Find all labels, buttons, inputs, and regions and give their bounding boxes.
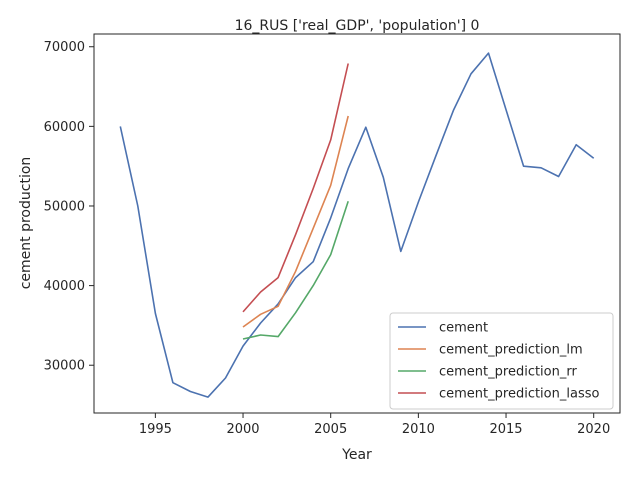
chart-title: 16_RUS ['real_GDP', 'population'] 0 bbox=[235, 18, 480, 34]
x-axis-label: Year bbox=[341, 447, 372, 463]
legend-label: cement_prediction_rr bbox=[439, 365, 577, 380]
legend-label: cement_prediction_lasso bbox=[439, 387, 599, 402]
x-tick-label: 2020 bbox=[577, 422, 610, 437]
x-axis: 1995 2000 2005 2010 2015 2020 bbox=[139, 413, 610, 437]
y-axis: 30000 40000 50000 60000 70000 bbox=[44, 40, 94, 374]
series-line-cement bbox=[119, 52, 595, 398]
series-line-cement-prediction-lasso bbox=[242, 63, 349, 313]
y-tick-label: 50000 bbox=[44, 199, 85, 214]
y-tick-label: 70000 bbox=[44, 40, 85, 55]
y-tick-label: 30000 bbox=[44, 359, 85, 374]
legend-box bbox=[389, 312, 614, 410]
y-tick-label: 40000 bbox=[44, 279, 85, 294]
x-tick-label: 2005 bbox=[314, 422, 347, 437]
legend-label: cement bbox=[439, 321, 488, 336]
series-lines bbox=[119, 52, 595, 398]
legend-label: cement_prediction_lm bbox=[439, 343, 583, 358]
x-tick-label: 2010 bbox=[402, 422, 435, 437]
legend: cement cement_prediction_lm cement_predict… bbox=[389, 312, 614, 410]
y-axis-label: cement production bbox=[18, 157, 34, 290]
y-tick-label: 60000 bbox=[44, 120, 85, 135]
plot-area bbox=[93, 33, 621, 414]
x-tick-label: 1995 bbox=[139, 422, 172, 437]
plot-frame bbox=[93, 33, 621, 414]
x-tick-label: 2015 bbox=[489, 422, 522, 437]
x-tick-label: 2000 bbox=[226, 422, 259, 437]
series-line-cement-prediction-rr bbox=[242, 200, 349, 340]
series-line-cement-prediction-lm bbox=[242, 115, 349, 328]
